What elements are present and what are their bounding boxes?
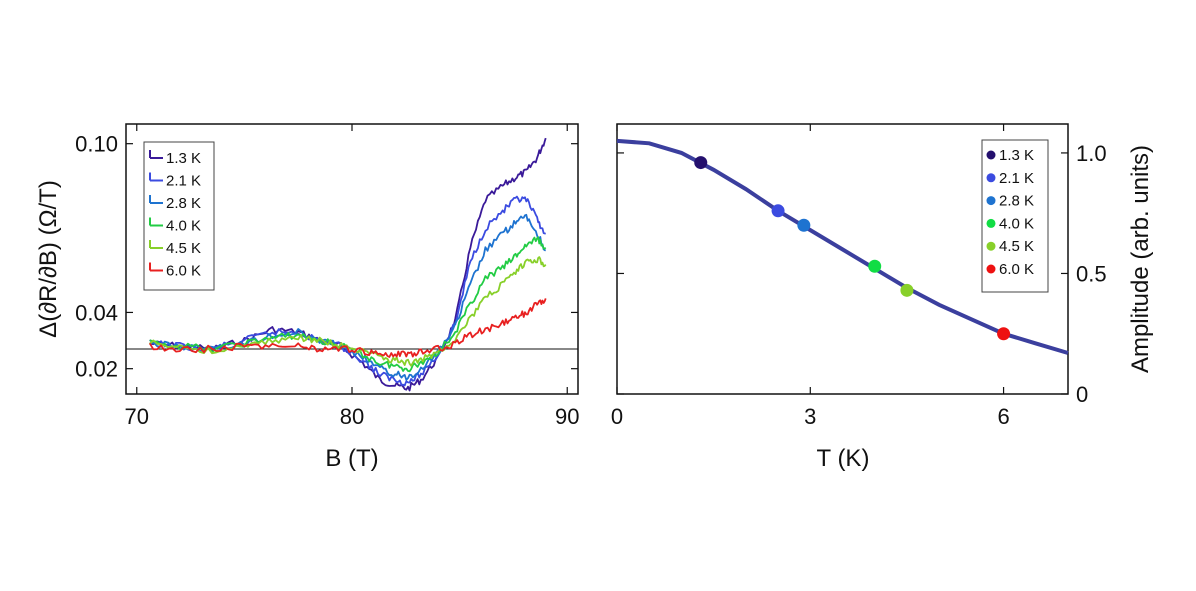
right-legend-marker — [986, 173, 996, 183]
right-data-point — [771, 204, 785, 218]
left-series-line — [149, 195, 546, 387]
right-legend-label: 2.8 K — [999, 193, 1034, 210]
left-x-tick-label: 80 — [340, 404, 364, 429]
left-x-axis-label: B (T) — [325, 445, 378, 472]
left-y-tick-label: 0.02 — [75, 357, 118, 382]
right-data-point — [694, 156, 708, 170]
left-legend-label: 4.5 K — [166, 240, 201, 257]
left-series-line — [148, 298, 547, 358]
left-series-line — [149, 236, 547, 373]
left-legend-label: 2.8 K — [166, 195, 201, 212]
right-x-tick-label: 6 — [997, 404, 1009, 429]
right-legend: 1.3 K 2.1 K 2.8 K 4.0 K 4.5 K 6.0 K — [981, 139, 1049, 293]
left-y-axis-label: Δ(∂R/∂B) (Ω/T) — [35, 180, 62, 338]
left-x-tick-label: 90 — [555, 404, 579, 429]
left-ticks: 70 80 90 0.02 0.04 0.10 — [75, 124, 579, 429]
right-y-axis-label: Amplitude (arb. units) — [1127, 145, 1154, 373]
right-plot-frame — [616, 123, 1069, 395]
left-panel: 70 80 90 0.02 0.04 0.10 1.3 K 2.1 K 2.8 K 4.0 K 4… — [35, 123, 579, 472]
right-legend-marker — [986, 241, 996, 251]
left-x-tick-label: 70 — [125, 404, 149, 429]
left-legend-label: 4.0 K — [166, 218, 201, 235]
right-y-tick-label: 0.5 — [1076, 261, 1107, 286]
left-legend-label: 6.0 K — [166, 263, 201, 280]
right-points-group — [694, 156, 1011, 341]
right-panel: 0 3 6 0 0.5 1.0 1.3 K 2.1 K 2.8 K 4.0 K 4.5 K 6.0 … — [611, 123, 1154, 472]
right-data-point — [997, 327, 1011, 341]
left-legend: 1.3 K 2.1 K 2.8 K 4.0 K 4.5 K 6.0 K — [143, 141, 215, 291]
right-legend-label: 4.5 K — [999, 238, 1034, 255]
left-legend-label: 2.1 K — [166, 173, 201, 190]
right-data-point — [868, 259, 882, 273]
left-y-tick-label: 0.10 — [75, 132, 118, 157]
right-fit-curve — [616, 138, 1069, 355]
right-y-tick-label: 1.0 — [1076, 141, 1107, 166]
right-ticks: 0 3 6 0 0.5 1.0 — [611, 124, 1107, 429]
right-legend-label: 6.0 K — [999, 261, 1034, 278]
right-x-axis-label: T (K) — [817, 445, 870, 472]
right-legend-label: 2.1 K — [999, 170, 1034, 187]
left-series-line — [149, 256, 547, 367]
left-series-group — [148, 137, 547, 392]
right-legend-marker — [986, 264, 996, 274]
right-x-tick-label: 3 — [804, 404, 816, 429]
right-legend-label: 4.0 K — [999, 215, 1034, 232]
right-legend-label: 1.3 K — [999, 147, 1034, 164]
right-y-tick-label: 0 — [1076, 382, 1088, 407]
right-x-tick-label: 0 — [611, 404, 623, 429]
right-legend-marker — [986, 150, 996, 160]
right-legend-marker — [986, 196, 996, 206]
left-y-tick-label: 0.04 — [75, 300, 118, 325]
left-legend-box — [143, 141, 215, 291]
right-data-point — [900, 283, 914, 297]
right-data-point — [797, 218, 811, 232]
right-legend-marker — [986, 218, 996, 228]
left-legend-label: 1.3 K — [166, 150, 201, 167]
